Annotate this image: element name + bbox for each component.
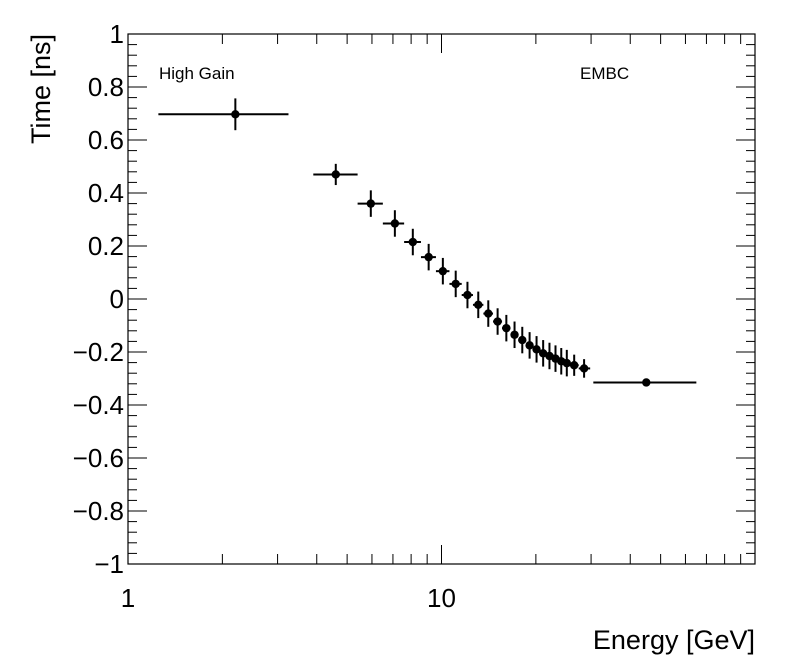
y-tick-label: 0.4 xyxy=(88,178,124,208)
data-point xyxy=(562,349,571,377)
data-point xyxy=(472,291,484,319)
data-marker xyxy=(424,252,433,262)
data-point xyxy=(525,332,534,359)
x-tick-label: 10 xyxy=(427,583,456,613)
data-point xyxy=(404,228,421,256)
data-point xyxy=(593,378,697,387)
annotation-high-gain: High Gain xyxy=(159,64,235,83)
data-point xyxy=(569,354,579,376)
data-point xyxy=(483,300,494,327)
data-marker xyxy=(642,378,651,387)
data-point xyxy=(502,314,511,342)
data-marker xyxy=(474,300,483,310)
y-tick-label: −0.8 xyxy=(73,496,124,526)
data-marker xyxy=(510,330,519,339)
y-tick-label: 0 xyxy=(110,284,124,314)
data-points xyxy=(158,98,697,387)
data-marker xyxy=(538,349,548,358)
x-tick-labels: 1 10 xyxy=(121,583,456,613)
y-tick-label: 1 xyxy=(110,19,124,49)
data-point xyxy=(420,243,436,271)
data-point xyxy=(518,326,527,354)
data-marker xyxy=(525,341,534,350)
data-point xyxy=(578,359,591,378)
data-marker xyxy=(451,279,460,289)
y-tick-label: −0.6 xyxy=(73,443,124,473)
data-point xyxy=(461,281,473,309)
y-tick-label: 0.6 xyxy=(88,125,124,155)
data-marker xyxy=(484,309,493,318)
data-marker xyxy=(532,345,541,354)
data-point xyxy=(435,257,450,285)
data-marker xyxy=(569,361,579,370)
data-marker xyxy=(331,170,340,179)
y-tick-label: −0.2 xyxy=(73,337,124,367)
data-point xyxy=(449,270,462,298)
data-point xyxy=(493,308,503,335)
data-marker xyxy=(231,110,240,119)
data-marker xyxy=(518,335,527,345)
data-marker xyxy=(463,290,472,300)
data-marker xyxy=(390,219,400,228)
data-point xyxy=(313,163,358,186)
data-marker xyxy=(502,323,511,333)
y-tick-label: 0.8 xyxy=(88,72,124,102)
data-marker xyxy=(438,266,448,276)
y-tick-labels: 1 0.8 0.6 0.4 0.2 0 −0.2 −0.4 −0.6 −0.8 −1 xyxy=(73,19,124,579)
data-point xyxy=(532,336,541,363)
data-marker xyxy=(408,237,418,247)
annotation-embc: EMBC xyxy=(580,64,629,83)
x-tick-label: 1 xyxy=(121,583,135,613)
data-point xyxy=(510,321,519,349)
data-point xyxy=(382,210,405,237)
data-marker xyxy=(562,358,571,368)
y-tick-label: 0.2 xyxy=(88,231,124,261)
x-axis-title: Energy [GeV] xyxy=(593,625,755,655)
y-tick-label: −0.4 xyxy=(73,390,124,420)
data-point xyxy=(357,190,383,217)
y-axis-title: Time [ns] xyxy=(26,34,56,144)
data-point xyxy=(158,98,289,131)
y-tick-label: −1 xyxy=(94,549,124,579)
data-marker xyxy=(579,364,589,373)
plot-frame xyxy=(127,33,756,565)
data-marker xyxy=(366,199,376,208)
data-point xyxy=(538,340,548,367)
data-marker xyxy=(493,317,502,326)
